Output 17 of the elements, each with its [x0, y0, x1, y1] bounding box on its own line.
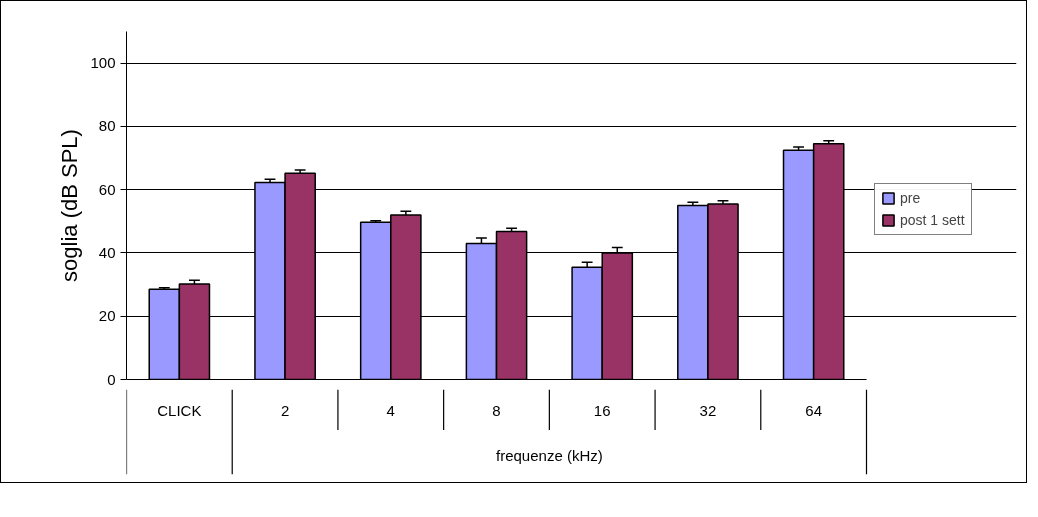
- x-tick-label: 4: [386, 401, 395, 419]
- y-tick-label: 60: [98, 180, 116, 198]
- y-tick-label: 80: [98, 117, 116, 135]
- x-tick-label: 2: [280, 401, 290, 419]
- x-tick-label: CLICK: [157, 402, 202, 420]
- x-axis-title: frequenze (kHz): [496, 446, 603, 464]
- y-tick-label: 100: [90, 54, 116, 72]
- legend-label: pre: [900, 190, 921, 206]
- x-tick-label: 16: [593, 401, 611, 419]
- x-tick-label: 32: [699, 401, 717, 419]
- legend-label: post 1 sett: [900, 212, 965, 228]
- y-axis-title: soglia (dB SPL): [57, 129, 83, 282]
- x-tick-label: 8: [492, 401, 501, 419]
- y-tick-label: 40: [98, 243, 116, 261]
- y-tick-label: 0: [107, 370, 116, 388]
- x-tick-label: 64: [805, 401, 822, 419]
- y-tick-label: 20: [98, 307, 116, 325]
